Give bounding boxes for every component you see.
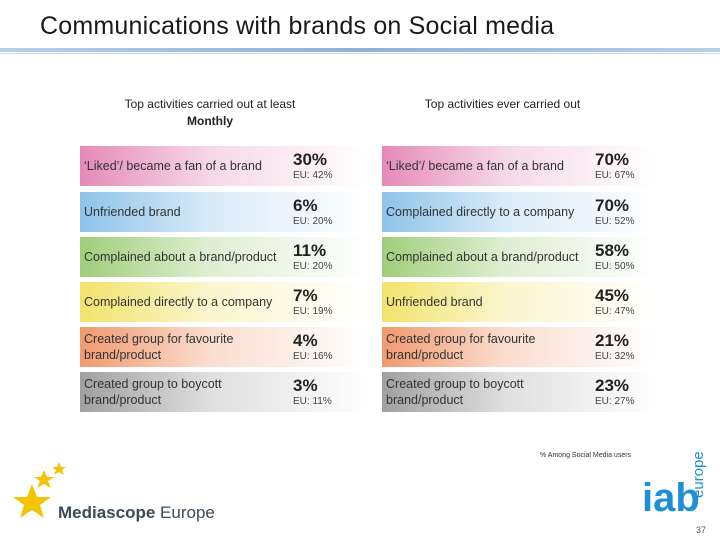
- left-row-percent: 11%: [293, 241, 327, 260]
- left-row-band: [80, 327, 370, 367]
- left-row-label: ‘Liked’/ became a fan of a brand: [84, 159, 262, 173]
- right-row-percent: 70%: [595, 150, 630, 169]
- left-row: Complained directly to a company 7% EU: 19…: [80, 282, 370, 322]
- right-row: ‘Liked’/ became a fan of a brand 70% EU: 6…: [382, 146, 657, 186]
- mediascope-logo: Mediascope Europe: [58, 503, 215, 523]
- left-row-eu-value: EU: 19%: [293, 306, 333, 317]
- right-row-label: Created group for favourite brand/produc…: [386, 332, 536, 362]
- right-row: Created group for favourite brand/produc…: [382, 327, 657, 367]
- right-row-eu-value: EU: 67%: [595, 170, 635, 181]
- right-row-label: Complained directly to a company: [386, 205, 575, 219]
- left-row-band: [80, 146, 370, 186]
- left-row-band: [80, 282, 370, 322]
- right-row-label: Created group to boycott brand/product: [386, 377, 524, 407]
- right-row-eu-value: EU: 52%: [595, 216, 635, 227]
- right-row-percent: 70%: [595, 196, 630, 215]
- right-row-band: [382, 146, 657, 186]
- left-row-eu-value: EU: 11%: [293, 396, 332, 407]
- right-row-label: ‘Liked’/ became a fan of a brand: [386, 159, 564, 173]
- iab-logo: iab: [642, 476, 700, 520]
- right-row-percent: 21%: [595, 331, 630, 350]
- left-row-eu-value: EU: 16%: [293, 351, 333, 362]
- left-row-band: [80, 237, 370, 277]
- right-column-header: Top activities ever carried out: [395, 96, 610, 113]
- right-row-label: Complained about a brand/product: [386, 250, 579, 264]
- left-row-percent: 4%: [293, 331, 318, 350]
- right-row-eu-value: EU: 50%: [595, 261, 635, 272]
- right-row-band: [382, 192, 657, 232]
- left-row-eu-value: EU: 42%: [293, 170, 333, 181]
- logo-bold: Mediascope: [58, 503, 156, 522]
- left-row-label: Complained directly to a company: [84, 295, 273, 309]
- left-row: Complained about a brand/product 11% EU: 2…: [80, 237, 370, 277]
- left-row: Created group to boycott brand/product 3%…: [80, 372, 370, 412]
- left-row-percent: 3%: [293, 376, 318, 395]
- logo-regular: Europe: [155, 503, 215, 522]
- right-row-label: Unfriended brand: [386, 295, 483, 309]
- eu-stars-icon: [13, 462, 66, 518]
- iab-europe-label: europe: [690, 451, 707, 498]
- right-row-percent: 45%: [595, 286, 630, 305]
- right-row-band: [382, 372, 657, 412]
- star-large-icon: [13, 484, 51, 518]
- title-divider: [0, 48, 720, 52]
- footnote: % Among Social Media users: [540, 452, 632, 459]
- right-row: Unfriended brand 45% EU: 47%: [382, 282, 657, 322]
- left-row-percent: 6%: [293, 196, 318, 215]
- left-row: Unfriended brand 6% EU: 20%: [80, 192, 370, 232]
- right-row: Complained directly to a company 70% EU: 5…: [382, 192, 657, 232]
- right-row-band: [382, 327, 657, 367]
- star-small-icon: [52, 462, 66, 475]
- left-header-line1: Top activities carried out at least: [124, 97, 296, 111]
- left-row-percent: 7%: [293, 286, 318, 305]
- left-row-label: Created group for favourite brand/produc…: [84, 332, 234, 362]
- page-title: Communications with brands on Social med…: [40, 12, 555, 40]
- star-medium-icon: [34, 470, 54, 488]
- right-header-line1: Top activities ever carried out: [424, 97, 581, 111]
- left-row: ‘Liked’/ became a fan of a brand 30% EU: 4…: [80, 146, 370, 186]
- left-row-band: [80, 192, 370, 232]
- right-row-percent: 23%: [595, 376, 630, 395]
- page-number: 37: [696, 525, 707, 535]
- left-row-band: [80, 372, 370, 412]
- left-row-label: Unfriended brand: [84, 205, 181, 219]
- right-row-band: [382, 237, 657, 277]
- right-row-eu-value: EU: 27%: [595, 396, 635, 407]
- left-row-eu-value: EU: 20%: [293, 216, 333, 227]
- right-row: Created group to boycott brand/product 23…: [382, 372, 657, 412]
- left-column-header: Top activities carried out at least Mont…: [90, 96, 330, 130]
- left-row-label: Complained about a brand/product: [84, 250, 277, 264]
- left-header-line2: Monthly: [187, 114, 233, 128]
- title-divider-thin: [0, 53, 720, 54]
- right-row: Complained about a brand/product 58% EU: 5…: [382, 237, 657, 277]
- left-row-label: Created group to boycott brand/product: [84, 377, 222, 407]
- left-row: Created group for favourite brand/produc…: [80, 327, 370, 367]
- right-row-band: [382, 282, 657, 322]
- right-row-eu-value: EU: 32%: [595, 351, 635, 362]
- left-row-eu-value: EU: 20%: [293, 261, 333, 272]
- right-row-percent: 58%: [595, 241, 630, 260]
- right-row-eu-value: EU: 47%: [595, 306, 635, 317]
- left-row-percent: 30%: [293, 150, 328, 169]
